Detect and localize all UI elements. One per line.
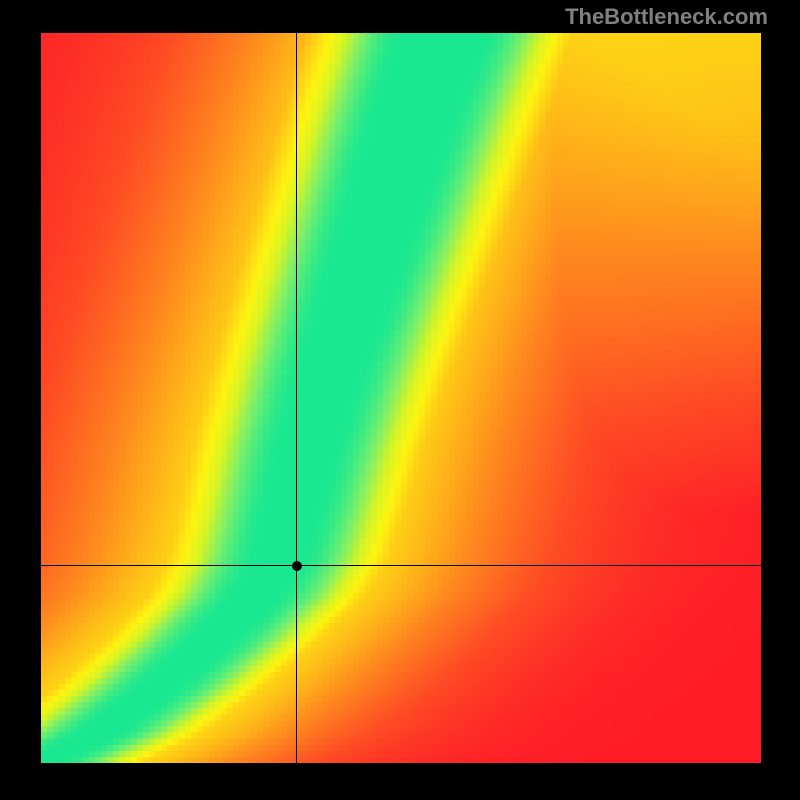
crosshair-vertical bbox=[296, 33, 297, 763]
bottleneck-heatmap bbox=[41, 33, 761, 763]
crosshair-marker-dot bbox=[292, 561, 302, 571]
watermark-label: TheBottleneck.com bbox=[565, 4, 768, 30]
crosshair-horizontal bbox=[41, 565, 761, 566]
